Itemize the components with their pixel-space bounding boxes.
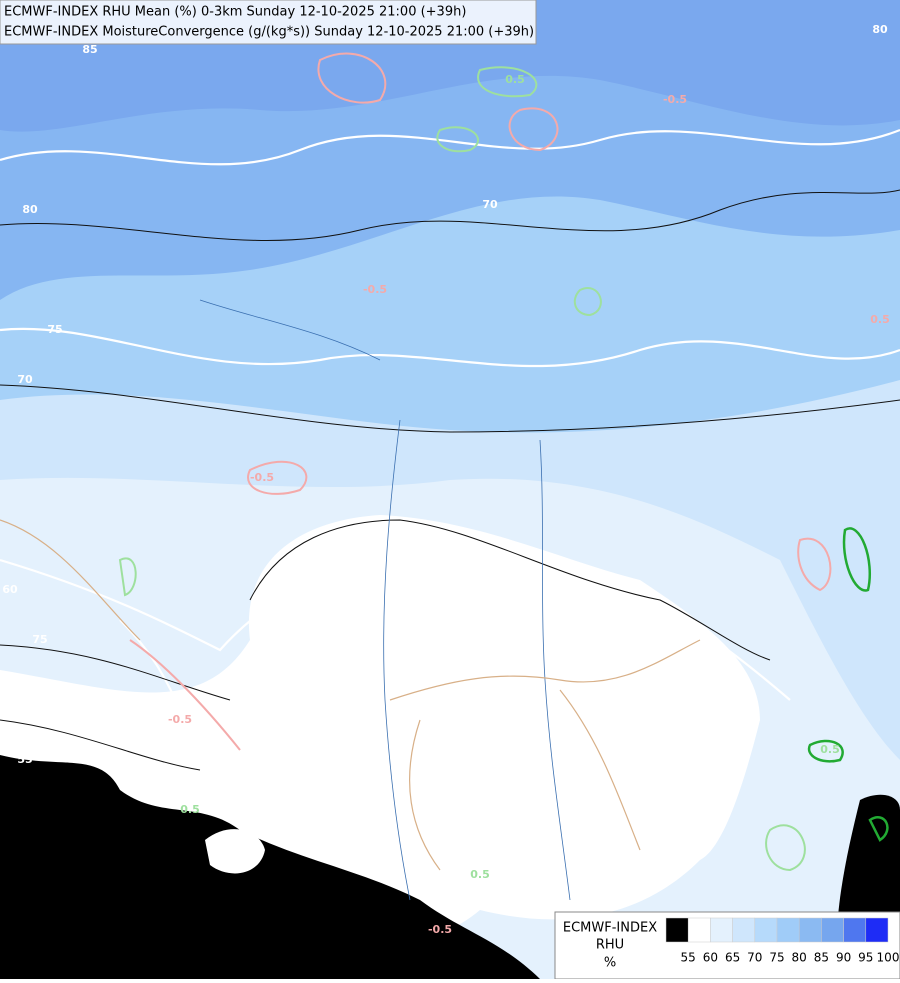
river — [199, 299, 571, 901]
header-box — [0, 0, 537, 45]
contour-line — [0, 189, 900, 241]
contour-line — [118, 66, 806, 872]
contour-label: -0.5 — [428, 923, 452, 936]
contour-label: 0.5 — [505, 73, 525, 86]
region-island — [205, 829, 265, 874]
legend-tick-label: 75 — [769, 951, 784, 965]
legend-tick-label: 85 — [814, 951, 829, 965]
legend-tick-label: 80 — [792, 951, 807, 965]
legend-title: ECMWF-INDEX — [563, 921, 657, 936]
contour-label: 80 — [872, 23, 888, 36]
legend-variable: RHU — [596, 938, 624, 953]
legend-tick-label: 60 — [703, 951, 718, 965]
contour-label: 75 — [32, 633, 47, 646]
contour-label: 55 — [17, 753, 32, 766]
contour-label: 0.5 — [470, 868, 490, 881]
legend-swatch — [732, 917, 756, 943]
contour-label: 0.5 — [870, 313, 890, 326]
legend-swatch — [865, 917, 889, 943]
legend-swatch — [710, 917, 733, 943]
legend-tick-label: 95 — [858, 951, 873, 965]
contour-line — [0, 551, 791, 701]
legend-tick-label: 100 — [877, 951, 900, 965]
legend-tick-label: 65 — [725, 951, 740, 965]
legend-swatch — [665, 917, 689, 943]
contour-label: -0.5 — [663, 93, 687, 106]
legend-swatch — [798, 917, 822, 943]
region-below-55 — [0, 755, 540, 979]
contour-label: 60 — [2, 583, 18, 596]
contour-line — [249, 519, 771, 661]
legend-swatch — [821, 917, 844, 943]
contour-label: 70 — [17, 373, 33, 386]
contour-line — [0, 128, 900, 166]
contour-label: 75 — [47, 323, 62, 336]
legend-tick-label: 70 — [747, 951, 762, 965]
legend-unit: % — [604, 956, 616, 971]
contour-label: -0.5 — [250, 471, 274, 484]
legend-swatch — [776, 917, 800, 943]
header-line: ECMWF-INDEX MoistureConvergence (g/(kg*s… — [4, 25, 534, 40]
contour-line — [0, 644, 231, 771]
contour-label: 0.5 — [180, 803, 200, 816]
border — [0, 519, 701, 871]
contour-line — [0, 327, 900, 368]
legend-tick-label: 55 — [681, 951, 696, 965]
contour-label: 70 — [482, 198, 498, 211]
legend-tick-label: 90 — [836, 951, 851, 965]
contour-line — [807, 527, 889, 842]
contour-label: 0.5 — [820, 743, 840, 756]
header-line: ECMWF-INDEX RHU Mean (%) 0-3km Sunday 12… — [4, 5, 466, 20]
contour-label: 80 — [22, 203, 38, 216]
contour-label: -0.5 — [363, 283, 387, 296]
legend-swatch — [754, 917, 778, 943]
contour-label: -0.5 — [168, 713, 192, 726]
contour-line — [0, 384, 900, 433]
legend-swatch — [687, 917, 711, 943]
contour-label: 85 — [82, 43, 97, 56]
contour-line — [129, 52, 832, 751]
legend-swatch — [843, 917, 867, 943]
